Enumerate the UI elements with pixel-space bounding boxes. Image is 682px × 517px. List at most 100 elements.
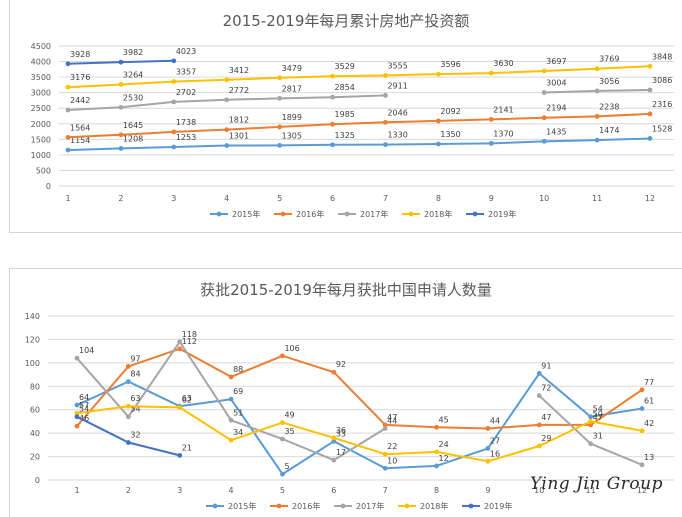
data-point <box>280 353 285 359</box>
legend-item: 2018年 <box>402 209 452 219</box>
data-label: 51 <box>233 408 243 417</box>
data-label: 3555 <box>387 61 407 70</box>
investment-line-chart: 2015-2019年每月累计房地产投资额 0 500 1000 1500 2000 250… <box>31 12 674 219</box>
data-point <box>125 403 131 409</box>
data-point <box>118 104 124 110</box>
data-label: 22 <box>387 442 397 451</box>
data-label: 34 <box>233 428 243 437</box>
data-point <box>228 417 234 423</box>
y-tick-label: 3500 <box>31 73 51 82</box>
data-point <box>171 79 177 84</box>
data-point <box>171 58 177 64</box>
data-point <box>383 93 388 98</box>
data-point <box>647 111 653 117</box>
data-point <box>435 118 441 124</box>
data-label: 24 <box>439 440 449 449</box>
data-label: 88 <box>233 365 243 374</box>
series-line <box>67 112 651 139</box>
data-label: 1301 <box>229 132 249 141</box>
data-label: 112 <box>182 337 197 346</box>
data-point <box>118 82 124 87</box>
data-point <box>541 138 547 144</box>
data-point <box>228 374 234 380</box>
data-point <box>280 436 285 442</box>
data-point <box>382 426 388 431</box>
data-point <box>541 68 547 74</box>
data-label: 104 <box>79 346 94 355</box>
data-point <box>639 428 645 434</box>
data-point <box>488 140 494 146</box>
data-label: 3630 <box>493 59 513 68</box>
legend-marker <box>212 503 218 509</box>
data-label: 1208 <box>123 134 143 143</box>
x-tick-label: 11 <box>592 194 602 203</box>
data-label: 47 <box>593 413 603 422</box>
data-point <box>224 97 230 103</box>
data-label: 17 <box>336 448 346 457</box>
series-line <box>76 405 643 463</box>
legend-marker <box>280 211 286 217</box>
legend-marker <box>404 503 410 509</box>
data-point <box>277 75 283 81</box>
chart-panel-approvals: 获批2015-2019年每月获批中国申请人数量 0 20 40 60 80 100 120 1… <box>9 268 682 517</box>
data-point <box>280 471 285 477</box>
data-label: 3357 <box>176 68 196 77</box>
data-point <box>639 406 645 411</box>
data-point <box>485 458 491 464</box>
data-point <box>118 132 124 138</box>
data-label: 1899 <box>282 113 302 122</box>
series-2019年: 3928 3982 4023 <box>65 47 196 67</box>
x-tick-label: 12 <box>637 486 647 495</box>
data-label: 13 <box>644 453 654 462</box>
x-tick-label: 6 <box>331 486 336 495</box>
y-tick-label: 80 <box>30 382 40 391</box>
data-label: 3056 <box>599 77 619 86</box>
legend-label: 2019年 <box>484 501 512 511</box>
y-tick-label: 140 <box>25 312 40 321</box>
data-label: 3004 <box>546 79 566 88</box>
legend-marker <box>468 503 474 509</box>
data-point <box>277 143 283 148</box>
data-point <box>277 95 283 101</box>
data-label: 49 <box>284 411 294 420</box>
x-tick-label: 2 <box>126 486 131 495</box>
series-2017年: 104 54 118 51 35 17 44 72 31 13 <box>74 330 654 468</box>
series-2017年: 2442 2530 2702 2772 2817 2854 2911 3004 3056 3086 <box>65 76 672 113</box>
series-line <box>76 347 643 430</box>
legend-item: 2016年 <box>270 501 320 511</box>
x-tick-label: 3 <box>177 486 182 495</box>
data-label: 3479 <box>282 64 302 73</box>
data-point <box>177 339 183 345</box>
data-point <box>65 134 71 140</box>
data-point <box>330 121 335 127</box>
data-label: 1474 <box>599 126 619 135</box>
data-label: 3412 <box>229 66 249 75</box>
data-point <box>74 355 80 361</box>
legend-marker <box>276 503 282 509</box>
data-label: 2092 <box>440 107 460 116</box>
data-point <box>125 363 131 369</box>
data-label: 1350 <box>440 130 460 139</box>
data-label: 2817 <box>282 84 302 93</box>
data-point <box>382 451 388 457</box>
x-tick-label: 7 <box>383 194 388 203</box>
data-point <box>331 438 337 444</box>
data-point <box>488 70 494 76</box>
data-point <box>594 66 600 72</box>
data-label: 92 <box>336 360 346 369</box>
data-label: 44 <box>490 416 500 425</box>
legend-marker <box>344 211 350 217</box>
data-point <box>485 426 491 431</box>
data-label: 1435 <box>546 127 566 136</box>
data-label: 2442 <box>70 96 90 105</box>
data-label: 77 <box>644 378 654 387</box>
data-point <box>331 457 337 463</box>
legend-item: 2017年 <box>338 209 388 219</box>
legend-label: 2018年 <box>424 209 452 219</box>
data-point <box>588 419 594 424</box>
data-point <box>224 77 230 83</box>
data-point <box>125 440 131 445</box>
data-label: 118 <box>182 330 197 339</box>
data-label: 33 <box>336 429 346 438</box>
data-point <box>647 63 653 69</box>
